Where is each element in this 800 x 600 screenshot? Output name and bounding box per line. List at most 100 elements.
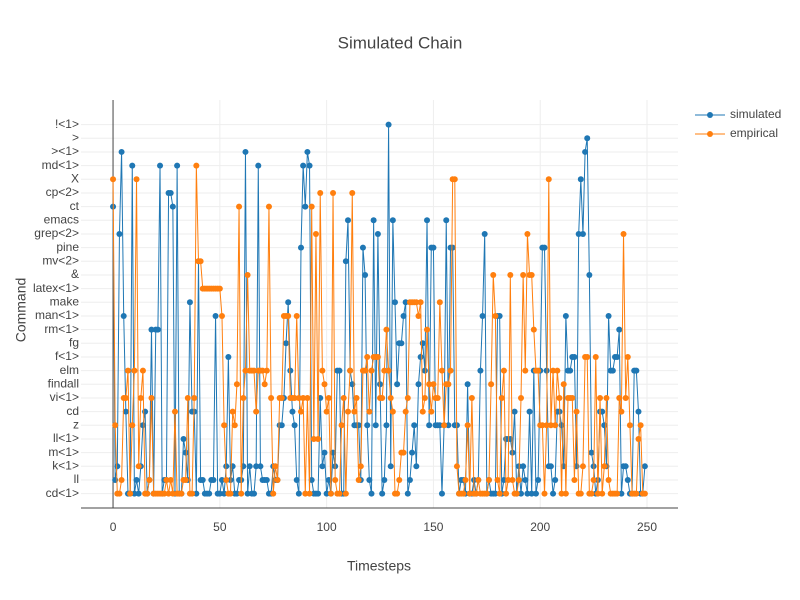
data-point: [295, 394, 302, 401]
data-point: [460, 490, 467, 497]
data-point: [547, 422, 554, 429]
data-point: [394, 381, 401, 388]
data-point: [441, 422, 448, 429]
data-point: [210, 476, 217, 483]
data-point: [464, 422, 471, 429]
data-point: [383, 326, 390, 333]
data-point: [197, 258, 204, 265]
data-point: [535, 476, 542, 483]
y-tick-label: latex<1>: [33, 281, 79, 295]
data-point: [592, 353, 599, 360]
data-point: [424, 326, 431, 333]
data-point: [133, 176, 140, 183]
x-tick-label: 0: [110, 520, 117, 534]
data-point: [449, 244, 456, 251]
data-point: [577, 490, 584, 497]
data-point: [562, 490, 569, 497]
data-point: [434, 394, 441, 401]
data-point: [246, 463, 253, 470]
data-point: [436, 299, 443, 306]
data-point: [377, 381, 384, 388]
y-tick-label: man<1>: [35, 308, 79, 322]
data-point: [569, 394, 576, 401]
data-point: [571, 353, 578, 360]
data-point: [515, 476, 522, 483]
data-point: [353, 394, 360, 401]
data-point: [265, 203, 272, 210]
data-point: [251, 490, 258, 497]
data-point: [120, 312, 127, 319]
data-point: [398, 340, 405, 347]
data-point: [562, 312, 569, 319]
data-point: [505, 476, 512, 483]
data-point: [400, 449, 407, 456]
data-point: [528, 490, 535, 497]
data-point: [167, 476, 174, 483]
data-point: [148, 394, 155, 401]
data-point: [550, 490, 557, 497]
data-point: [481, 230, 488, 237]
data-point: [428, 408, 435, 415]
data-point: [137, 394, 144, 401]
data-point: [524, 490, 531, 497]
data-point: [633, 490, 640, 497]
data-point: [518, 394, 525, 401]
series: [110, 162, 648, 497]
data-point: [620, 230, 627, 237]
data-point: [344, 408, 351, 415]
data-point: [291, 394, 298, 401]
data-point: [154, 326, 161, 333]
data-point: [171, 408, 178, 415]
data-point: [332, 476, 339, 483]
data-point: [114, 463, 121, 470]
data-point: [283, 340, 290, 347]
data-point: [571, 476, 578, 483]
data-point: [584, 353, 591, 360]
data-point: [438, 490, 445, 497]
data-point: [223, 463, 230, 470]
data-point: [321, 449, 328, 456]
data-point: [558, 422, 565, 429]
data-point: [445, 422, 452, 429]
data-point: [524, 230, 531, 237]
y-tick-label: emacs: [44, 212, 79, 226]
data-point: [298, 244, 305, 251]
y-tick-label: elm: [60, 363, 79, 377]
data-point: [364, 422, 371, 429]
data-point: [492, 490, 499, 497]
data-point: [127, 490, 134, 497]
data-point: [641, 463, 648, 470]
y-tick-label: cp<2>: [46, 185, 79, 199]
data-point: [409, 449, 416, 456]
data-point: [122, 394, 129, 401]
x-tick-label: 150: [423, 520, 443, 534]
data-point: [118, 476, 125, 483]
data-point: [255, 162, 262, 169]
data-point: [293, 476, 300, 483]
data-point: [285, 312, 292, 319]
data-point: [225, 353, 232, 360]
data-point: [287, 367, 294, 374]
data-point: [302, 490, 309, 497]
data-point: [579, 463, 586, 470]
data-point: [251, 367, 258, 374]
data-point: [349, 189, 356, 196]
data-point: [368, 490, 375, 497]
y-axis-title: Command: [13, 278, 29, 343]
data-point: [426, 381, 433, 388]
data-point: [488, 381, 495, 388]
data-point: [131, 490, 138, 497]
data-point: [462, 476, 469, 483]
data-point: [541, 490, 548, 497]
data-point: [261, 381, 268, 388]
data-point: [129, 162, 136, 169]
data-point: [616, 394, 623, 401]
y-tick-label: ll<1>: [53, 431, 79, 445]
data-point: [293, 312, 300, 319]
data-point: [336, 490, 343, 497]
data-point: [291, 422, 298, 429]
data-point: [146, 476, 153, 483]
x-tick-label: 100: [317, 520, 337, 534]
data-point: [421, 394, 428, 401]
y-tick-label: md<1>: [42, 158, 79, 172]
